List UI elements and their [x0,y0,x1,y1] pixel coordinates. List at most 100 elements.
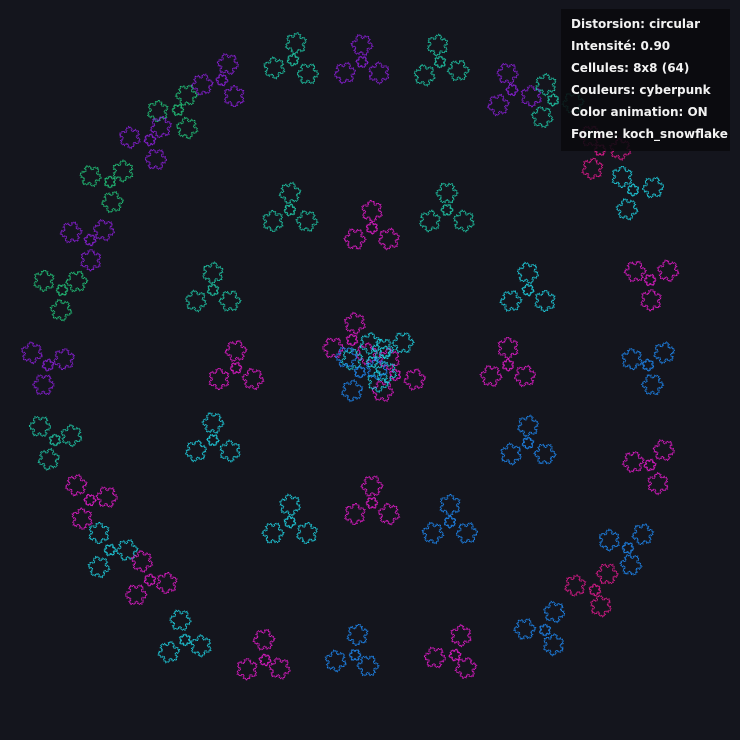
koch-snowflake-icon [64,473,88,497]
koch-snowflake-icon [377,227,400,251]
animation-label: Color animation: ON [571,105,708,119]
koch-snowflake-icon [185,439,208,463]
koch-snowflake-icon [174,84,199,106]
koch-snowflake-icon [446,59,471,82]
koch-snowflake-icon [252,628,276,651]
koch-snowflake-icon [643,458,657,472]
koch-snowflake-cluster [343,199,400,251]
koch-snowflake-cluster [263,32,320,85]
koch-snowflake-icon [615,198,639,221]
koch-snowflake-icon [343,228,367,250]
koch-snowflake-icon [149,115,173,139]
koch-snowflake-icon [365,221,379,235]
koch-snowflake-icon [286,53,300,67]
koch-snowflake-cluster [324,623,380,677]
koch-snowflake-icon [355,55,369,69]
koch-snowflake-cluster [499,261,556,313]
koch-snowflake-cluster [623,259,680,312]
koch-snowflake-icon [353,365,367,379]
koch-snowflake-icon [295,63,320,85]
koch-snowflake-cluster [598,523,655,576]
koch-snowflake-icon [356,655,380,677]
koch-snowflake-icon [423,646,447,669]
koch-snowflake-icon [455,522,479,544]
koch-snowflake-cluster [418,182,475,233]
distortion-label: Distorsion: circular [571,17,701,31]
koch-snowflake-icon [530,105,554,129]
koch-snowflake-cluster [344,475,401,526]
koch-snowflake-cluster [620,341,676,396]
koch-snowflake-icon [100,190,125,214]
koch-snowflake-icon [623,260,648,283]
koch-snowflake-icon [49,298,73,322]
koch-snowflake-icon [497,336,519,360]
koch-snowflake-icon [95,486,119,508]
koch-snowflake-icon [640,374,665,396]
koch-snowflake-icon [83,233,97,247]
koch-snowflake-icon [365,357,388,381]
koch-snowflake-icon [324,649,347,673]
koch-snowflake-icon [621,450,645,473]
koch-snowflake-cluster [124,549,178,606]
koch-snowflake-cluster [611,165,665,221]
koch-snowflake-icon [258,653,272,667]
koch-snowflake-icon [513,364,537,388]
koch-snowflake-icon [448,648,462,662]
koch-snowflake-cluster [512,600,566,657]
koch-snowflake-icon [588,583,602,597]
koch-snowflake-icon [262,209,284,233]
koch-snowflake-icon [218,290,242,312]
koch-snowflake-cluster [157,609,212,664]
koch-snowflake-icon [103,543,117,557]
koch-snowflake-icon [92,218,115,242]
koch-snowflake-icon [124,584,148,606]
koch-snowflake-icon [631,523,655,546]
koch-snowflake-cluster [184,261,242,313]
koch-snowflake-icon [452,209,475,233]
koch-snowflake-icon [365,496,379,510]
koch-snowflake-icon [295,210,319,232]
koch-snowflake-icon [344,502,366,526]
koch-snowflake-icon [521,283,535,297]
koch-snowflake-icon [80,248,102,272]
koch-snowflake-icon [620,347,644,371]
koch-snowflake-icon [279,493,302,517]
koch-snowflake-cluster [421,493,479,545]
koch-snowflake-cluster [334,346,388,403]
koch-snowflake-icon [346,623,369,647]
koch-snowflake-cluster [563,563,620,618]
koch-snowflake-icon [643,273,657,287]
koch-snowflake-icon [370,380,394,403]
koch-snowflake-icon [367,369,389,394]
koch-snowflake-icon [486,93,510,117]
koch-snowflake-cluster [146,84,199,140]
koch-snowflake-icon [598,528,620,553]
koch-snowflake-icon [283,515,297,529]
koch-snowflake-icon [652,439,676,462]
koch-snowflake-cluster [28,415,83,471]
colors-label: Couleurs: cyberpunk [571,83,711,97]
koch-snowflake-icon [653,341,676,365]
koch-snowflake-icon [190,633,212,658]
koch-snowflake-cluster [118,115,173,170]
koch-snowflake-icon [178,633,192,647]
koch-snowflake-cluster [78,159,134,214]
koch-snowflake-icon [450,623,472,648]
koch-snowflake-icon [278,181,302,205]
koch-snowflake-icon [368,61,390,85]
koch-snowflake-icon [403,368,427,391]
koch-snowflake-icon [202,261,224,285]
cells-label: Cellules: 8x8 (64) [571,61,690,75]
koch-snowflake-cluster [236,628,291,681]
koch-snowflake-icon [201,412,225,434]
koch-snowflake-cluster [208,339,265,391]
koch-snowflake-icon [413,63,436,87]
koch-snowflake-icon [168,609,192,632]
koch-snowflake-icon [433,55,447,69]
koch-snowflake-icon [184,289,207,313]
koch-snowflake-icon [33,268,55,293]
koch-snowflake-icon [595,563,620,585]
koch-snowflake-cluster [59,218,115,272]
koch-snowflake-cluster [423,623,478,679]
